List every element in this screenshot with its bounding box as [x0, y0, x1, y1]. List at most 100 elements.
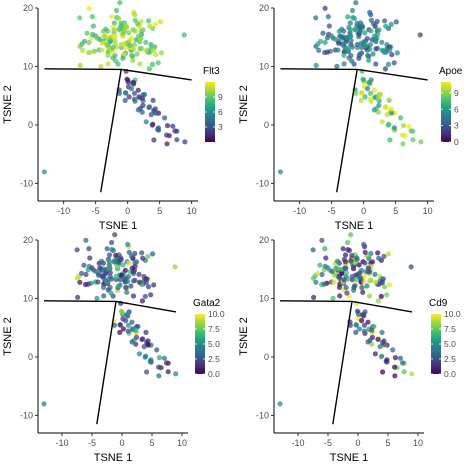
colorbar-tick-label: 0.0: [208, 369, 220, 379]
data-point: [137, 61, 143, 67]
data-point: [90, 23, 96, 29]
data-point: [135, 87, 141, 93]
data-point: [356, 326, 362, 332]
data-point: [125, 311, 131, 317]
data-point: [170, 123, 176, 129]
data-point: [386, 121, 392, 127]
colorbar: [431, 314, 441, 374]
data-point: [97, 36, 103, 43]
data-point: [331, 279, 337, 285]
data-point: [94, 295, 100, 301]
data-point: [140, 27, 146, 33]
data-point: [342, 265, 348, 271]
data-point: [372, 279, 378, 285]
data-point: [182, 139, 188, 145]
data-point: [147, 23, 153, 29]
data-point: [323, 255, 329, 261]
colorbar-tick-label: 2.5: [208, 354, 220, 364]
data-point: [112, 52, 118, 59]
data-point: [373, 37, 379, 43]
colorbar-tick-label: 7.5: [208, 324, 220, 334]
data-point: [316, 47, 322, 53]
data-point: [143, 119, 149, 125]
data-point: [83, 237, 89, 243]
data-point: [354, 20, 360, 26]
data-point: [145, 284, 152, 290]
data-point: [112, 258, 118, 264]
x-tick-label: 10: [413, 438, 423, 448]
data-point: [100, 284, 107, 290]
data-point: [367, 96, 373, 102]
data-point: [343, 270, 349, 276]
data-point: [371, 107, 377, 113]
data-point: [347, 33, 353, 39]
y-tick-label: -10: [256, 178, 269, 188]
data-point: [339, 26, 345, 32]
data-point: [146, 66, 152, 72]
data-point: [101, 33, 107, 39]
data-point: [310, 247, 316, 253]
data-point: [408, 264, 414, 270]
data-point: [394, 50, 400, 56]
data-point: [348, 232, 354, 238]
data-point: [335, 47, 341, 53]
x-tick-label: 0: [125, 206, 130, 216]
data-point: [366, 57, 372, 63]
data-point: [157, 19, 163, 25]
data-point: [132, 28, 138, 34]
data-point: [140, 255, 146, 261]
data-point: [89, 265, 95, 271]
data-point: [98, 258, 105, 264]
data-point: [92, 33, 99, 39]
data-point: [41, 169, 48, 175]
data-point: [315, 270, 321, 276]
data-point: [362, 94, 368, 100]
data-point: [320, 30, 326, 36]
data-point: [360, 289, 366, 295]
data-point: [277, 169, 283, 175]
data-point: [125, 328, 131, 334]
data-point: [121, 274, 127, 281]
data-point: [337, 293, 343, 299]
y-tick-label: 0: [264, 120, 269, 130]
data-point: [322, 246, 328, 252]
data-point: [392, 373, 398, 379]
data-point: [329, 268, 335, 274]
data-point: [136, 279, 142, 285]
colorbar: [195, 314, 205, 374]
data-point: [333, 36, 339, 43]
data-point: [319, 237, 325, 243]
data-point: [75, 294, 81, 300]
data-point: [361, 322, 367, 328]
data-point: [130, 57, 136, 63]
y-tick-label: 10: [259, 293, 269, 303]
data-point: [364, 35, 370, 41]
colorbar-tick-label: 0: [454, 137, 459, 147]
data-point: [313, 279, 319, 285]
data-point: [128, 86, 135, 92]
data-point: [154, 347, 160, 353]
colorbar-tick-label: 6: [218, 107, 223, 117]
data-point: [124, 289, 130, 295]
y-axis-title: TSNE 2: [2, 317, 14, 356]
data-point: [86, 246, 92, 252]
data-point: [161, 355, 167, 361]
data-point: [365, 52, 371, 59]
data-point: [131, 90, 138, 96]
y-tick-label: 20: [23, 3, 33, 13]
data-point: [89, 14, 95, 20]
data-point: [365, 319, 371, 325]
data-point: [384, 357, 390, 363]
y-tick-label: 0: [28, 120, 33, 130]
data-point: [117, 26, 123, 32]
data-point: [354, 41, 360, 48]
data-point: [359, 23, 365, 29]
data-point: [353, 329, 359, 335]
data-point: [117, 0, 123, 6]
data-point: [123, 318, 129, 324]
x-axis-title: TSNE 1: [94, 452, 133, 464]
data-point: [400, 132, 406, 138]
data-point: [348, 52, 354, 59]
data-point: [97, 265, 103, 271]
data-point: [122, 267, 128, 273]
